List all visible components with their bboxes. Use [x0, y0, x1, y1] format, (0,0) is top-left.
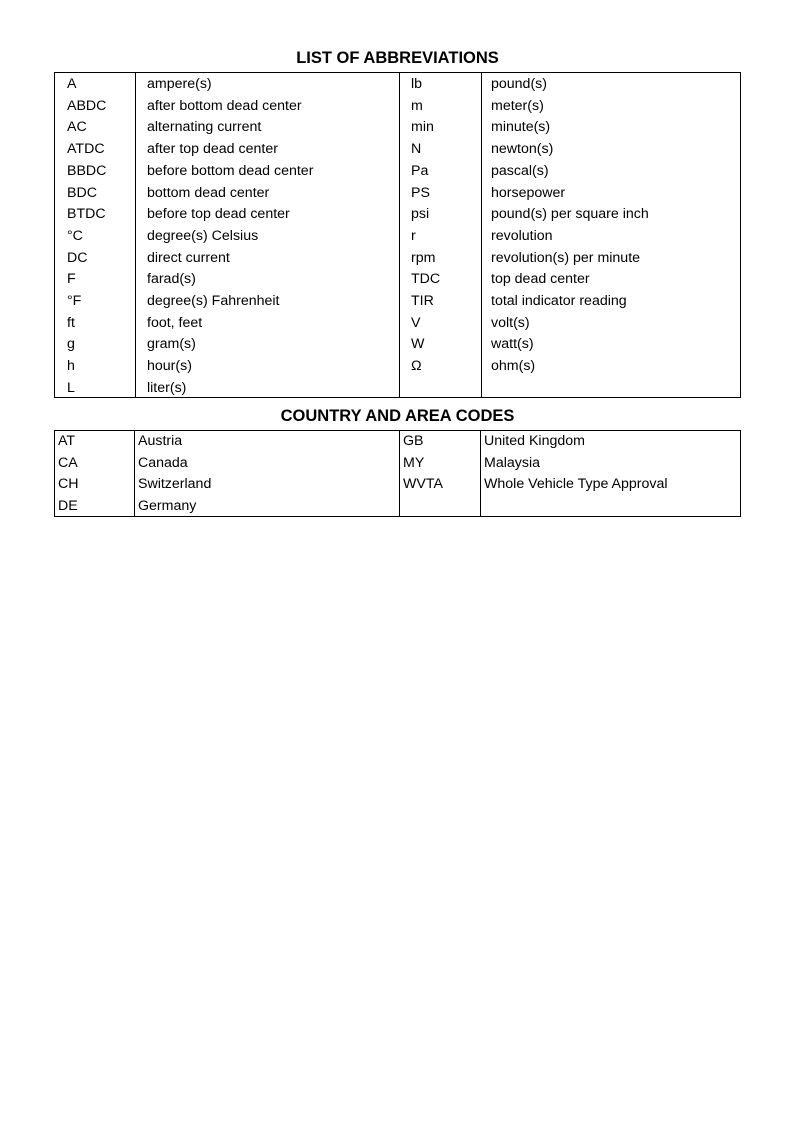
abbreviation-code: BTDC — [67, 206, 106, 223]
column-divider — [480, 431, 481, 516]
abbreviation-meaning: revolution — [491, 227, 553, 244]
abbreviation-meaning: horsepower — [491, 184, 566, 201]
abbreviation-meaning: before bottom dead center — [147, 162, 314, 179]
abbreviation-meaning: liter(s) — [147, 379, 187, 396]
abbreviation-meaning: Austria — [138, 433, 183, 449]
abbreviation-meaning: minute(s) — [491, 119, 551, 136]
abbreviations-title: LIST OF ABBREVIATIONS — [296, 49, 499, 67]
abbreviation-meaning: farad(s) — [147, 271, 196, 288]
abbreviation-meaning: gram(s) — [147, 336, 196, 353]
abbreviation-meaning: ampere(s) — [147, 76, 212, 92]
abbreviation-code: BDC — [67, 184, 97, 201]
abbreviation-code: DE — [58, 497, 78, 514]
abbreviation-code: AC — [67, 119, 87, 136]
column-divider — [135, 73, 136, 397]
abbreviation-meaning: pound(s) — [491, 76, 547, 92]
abbreviation-code: r — [411, 227, 416, 244]
abbreviation-meaning: ohm(s) — [491, 358, 536, 375]
abbreviation-meaning: alternating current — [147, 119, 262, 136]
abbreviation-code: h — [67, 358, 75, 375]
column-divider — [481, 73, 482, 397]
abbreviation-meaning: degree(s) Celsius — [147, 227, 259, 244]
column-divider — [399, 73, 400, 397]
abbreviation-meaning: degree(s) Fahrenheit — [147, 293, 280, 309]
country-codes-title: COUNTRY AND AREA CODES — [280, 407, 515, 425]
abbreviation-meaning: foot, feet — [147, 314, 203, 331]
abbreviation-meaning: Germany — [138, 497, 197, 514]
abbreviation-code: CH — [58, 476, 79, 493]
abbreviation-code: Ω — [411, 358, 422, 375]
column-divider — [134, 431, 135, 516]
abbreviation-meaning: before top dead center — [147, 206, 290, 223]
abbreviation-meaning: Switzerland — [138, 476, 212, 493]
abbreviation-code: psi — [411, 206, 430, 223]
abbreviation-meaning: pascal(s) — [491, 162, 549, 179]
abbreviation-meaning: after bottom dead center — [147, 97, 302, 114]
abbreviation-code: PS — [411, 184, 430, 201]
abbreviation-code: A — [67, 76, 77, 92]
abbreviation-code: CA — [58, 454, 78, 471]
abbreviation-code: AT — [58, 433, 76, 449]
abbreviation-meaning: revolution(s) per minute — [491, 249, 641, 266]
abbreviation-code: ft — [67, 314, 75, 331]
abbreviation-meaning: United Kingdom — [484, 433, 585, 449]
abbreviation-code: g — [67, 336, 75, 353]
abbreviation-meaning: pound(s) per square inch — [491, 206, 649, 223]
abbreviation-meaning: top dead center — [491, 271, 590, 288]
abbreviation-meaning: watt(s) — [491, 336, 534, 353]
abbreviation-code: N — [411, 141, 422, 158]
abbreviation-code: WVTA — [403, 476, 443, 493]
abbreviation-meaning: after top dead center — [147, 141, 278, 158]
abbreviation-meaning: total indicator reading — [491, 293, 627, 309]
abbreviation-code: GB — [403, 433, 424, 449]
abbreviation-code: BBDC — [67, 162, 107, 179]
abbreviation-code: L — [67, 379, 75, 396]
abbreviation-meaning: volt(s) — [491, 314, 530, 331]
abbreviation-meaning: Canada — [138, 454, 188, 471]
abbreviation-meaning: newton(s) — [491, 141, 554, 158]
abbreviation-code: W — [411, 336, 425, 353]
abbreviation-meaning: hour(s) — [147, 358, 192, 375]
abbreviation-code: ATDC — [67, 141, 105, 158]
abbreviation-code: Pa — [411, 162, 429, 179]
abbreviation-meaning: bottom dead center — [147, 184, 270, 201]
abbreviation-code: °C — [67, 227, 83, 244]
abbreviation-code: °F — [67, 293, 82, 309]
abbreviation-code: DC — [67, 249, 88, 266]
abbreviation-meaning: Whole Vehicle Type Approval — [484, 476, 668, 493]
abbreviation-code: MY — [403, 454, 425, 471]
abbreviation-code: TIR — [411, 293, 434, 309]
abbreviation-code: F — [67, 271, 76, 288]
abbreviation-code: min — [411, 119, 434, 136]
abbreviation-code: V — [411, 314, 421, 331]
country-codes-table: AT Austria CA Canada CH Switzerland DE Germany G… — [54, 430, 741, 517]
column-divider — [399, 431, 400, 516]
abbreviation-meaning: direct current — [147, 249, 230, 266]
abbreviation-code: ABDC — [67, 97, 107, 114]
abbreviation-code: m — [411, 97, 423, 114]
abbreviation-meaning: Malaysia — [484, 454, 540, 471]
abbreviation-meaning: meter(s) — [491, 97, 544, 114]
abbreviation-code: TDC — [411, 271, 441, 288]
abbreviation-code: lb — [411, 76, 423, 92]
abbreviation-code: rpm — [411, 249, 436, 266]
